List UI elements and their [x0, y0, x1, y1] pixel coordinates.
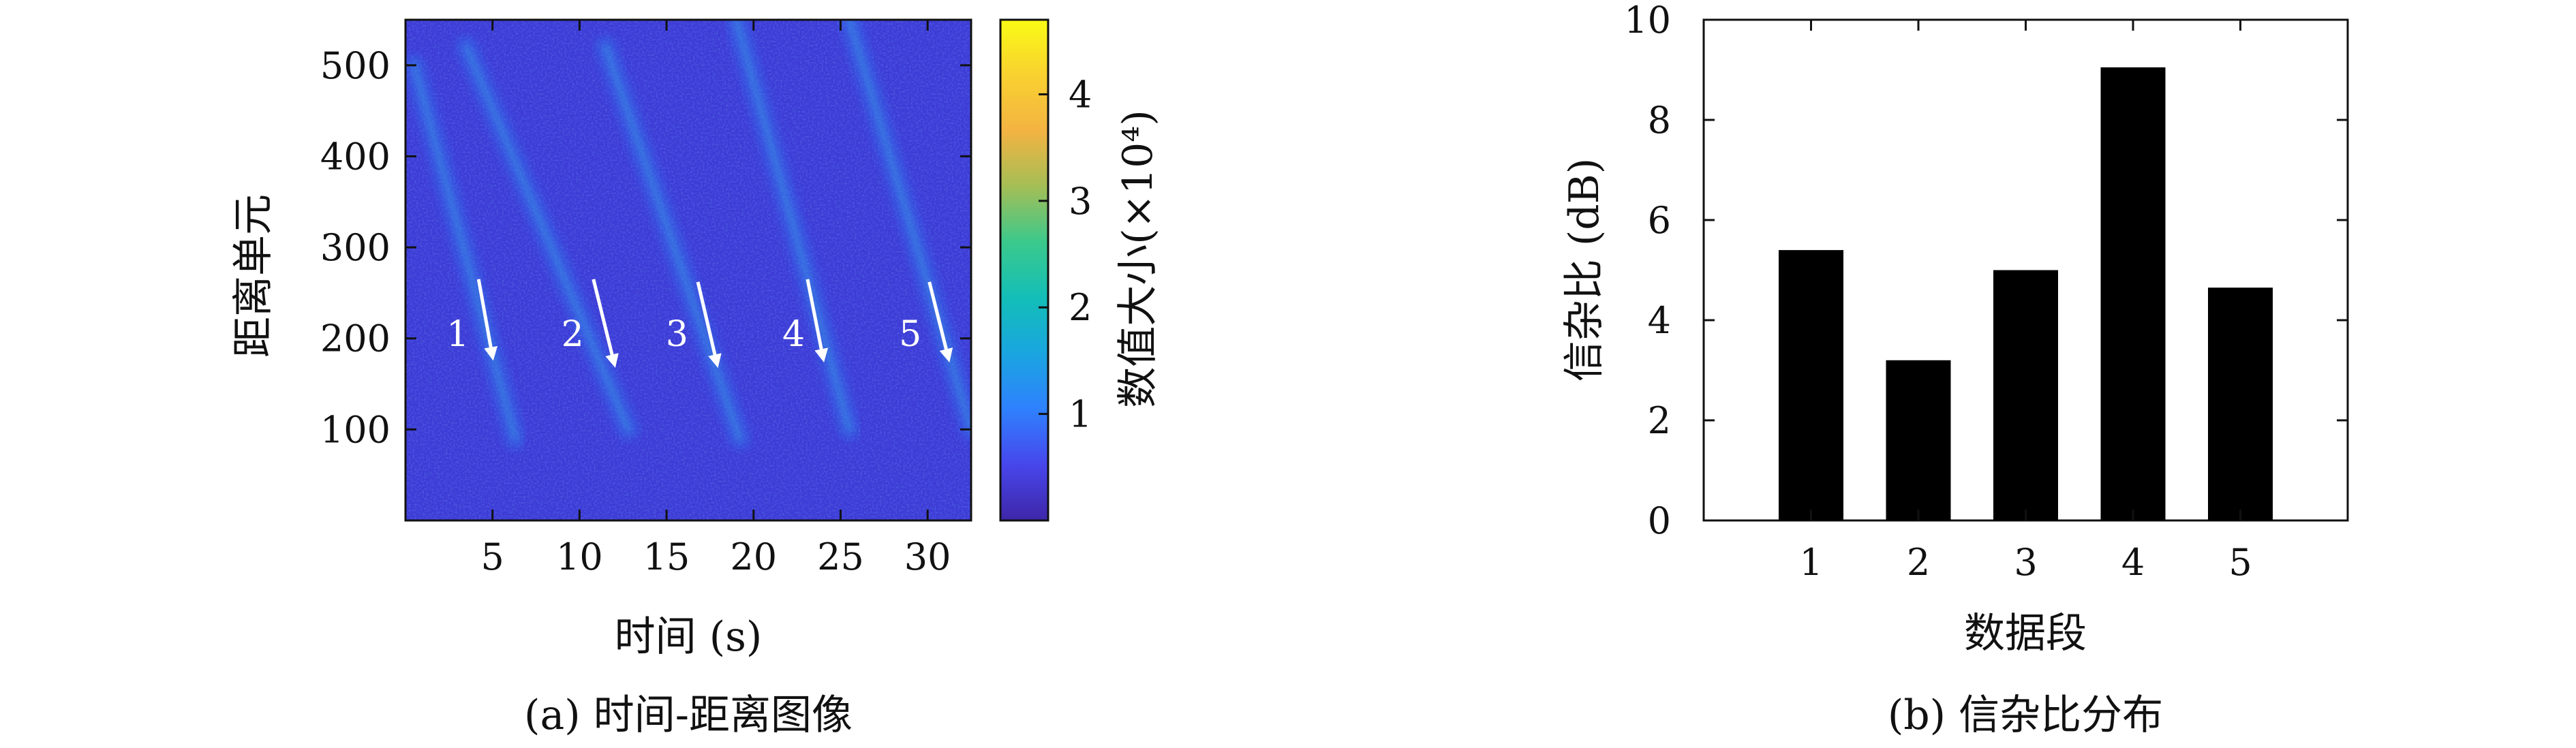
heatmap-x-tick-label: 30: [904, 535, 951, 578]
annotation-label-1: 1: [446, 314, 469, 355]
annotation-arrow-3: [696, 281, 722, 368]
heatmap-caption: (a) 时间-距离图像: [524, 691, 853, 739]
heatmap-frame: [404, 18, 972, 522]
heatmap-y-tick-label: 100: [320, 408, 390, 451]
bar-x-ticks: 1 2 3 4 5: [1799, 20, 2252, 584]
heatmap-y-tick-label: 200: [320, 317, 390, 360]
annotation-arrow-2: [592, 279, 619, 368]
heatmap-x-label: 时间 (s): [615, 613, 763, 661]
heatmap-x-tick-label: 25: [817, 535, 864, 578]
bar-5: [2208, 287, 2273, 520]
bar-y-tick-label: 2: [1648, 399, 1671, 442]
heatmap-y-label: 距离单元: [230, 194, 277, 358]
bar-x-tick-label: 5: [2228, 541, 2252, 584]
bar-y-label: 信杂比 (dB): [1561, 158, 1608, 381]
track-4: [733, 20, 853, 433]
bar-2: [1886, 360, 1951, 520]
bar-3: [1993, 270, 2058, 520]
heatmap-y-tick-label: 300: [320, 226, 390, 269]
annotation-arrow-1: [476, 279, 498, 361]
bar-4: [2100, 67, 2166, 520]
heatmap-x-tick-label: 20: [730, 535, 777, 578]
heatmap-y-ticks: 100 200 300 400 500: [320, 44, 971, 451]
annotation-label-2: 2: [562, 314, 584, 355]
bar-x-tick-label: 1: [1799, 541, 1822, 584]
track-1: [411, 62, 518, 441]
heatmap-y-tick-label: 500: [320, 44, 390, 87]
bar-x-tick-label: 2: [1907, 541, 1930, 584]
track-3: [602, 44, 743, 441]
heatmap-y-tick-label: 400: [320, 135, 390, 178]
annotation-label-3: 3: [666, 314, 688, 355]
annotation-arrow-4: [806, 279, 829, 363]
bar-y-tick-label: 8: [1648, 99, 1671, 142]
annotation-label-5: 5: [899, 314, 921, 355]
bar-x-label: 数据段: [1964, 610, 2087, 657]
bar-caption: (b) 信杂比分布: [1888, 691, 2163, 739]
colorbar-tick-label: 3: [1069, 180, 1092, 223]
annotation-label-4: 4: [782, 314, 805, 355]
bar-y-tick-label: 6: [1648, 199, 1671, 242]
bar-x-tick-label: 4: [2121, 541, 2145, 584]
heatmap-x-tick-label: 15: [643, 535, 690, 578]
track-annotations: 1 2 3 4 5: [446, 279, 953, 368]
heatmap-x-ticks: 5 10 15 20 25 30: [481, 20, 951, 578]
colorbar: [999, 18, 1049, 522]
colorbar-tick-label: 4: [1069, 73, 1092, 116]
annotation-arrow-5: [927, 281, 953, 362]
bar-x-tick-label: 3: [2014, 541, 2037, 584]
bar-y-tick-label: 0: [1648, 499, 1671, 542]
track-2: [463, 44, 631, 433]
heatmap-panel: 1 2 3 4 5 5 10 15 20 25 30 100 200 300 400 500 时间 (s)…: [230, 18, 1162, 739]
bar-y-tick-label: 10: [1624, 0, 1671, 42]
heatmap-x-tick-label: 5: [481, 535, 504, 578]
colorbar-ticks: 1 2 3 4: [1039, 73, 1092, 436]
colorbar-label: 数值大小(×10⁴): [1114, 110, 1162, 408]
bar-1: [1779, 250, 1843, 520]
heatmap-x-tick-label: 10: [556, 535, 603, 578]
bar-chart-panel: 1 2 3 4 5 0 2 4 6 8 10 数据段 信杂比 (dB) (b) 信杂比分布: [1561, 0, 2349, 739]
bar-y-ticks: 0 2 4 6 8 10: [1624, 0, 2348, 542]
colorbar-tick-label: 1: [1069, 393, 1092, 436]
bar-series: [1779, 67, 2273, 520]
bar-y-tick-label: 4: [1648, 299, 1671, 342]
colorbar-tick-label: 2: [1069, 286, 1092, 329]
